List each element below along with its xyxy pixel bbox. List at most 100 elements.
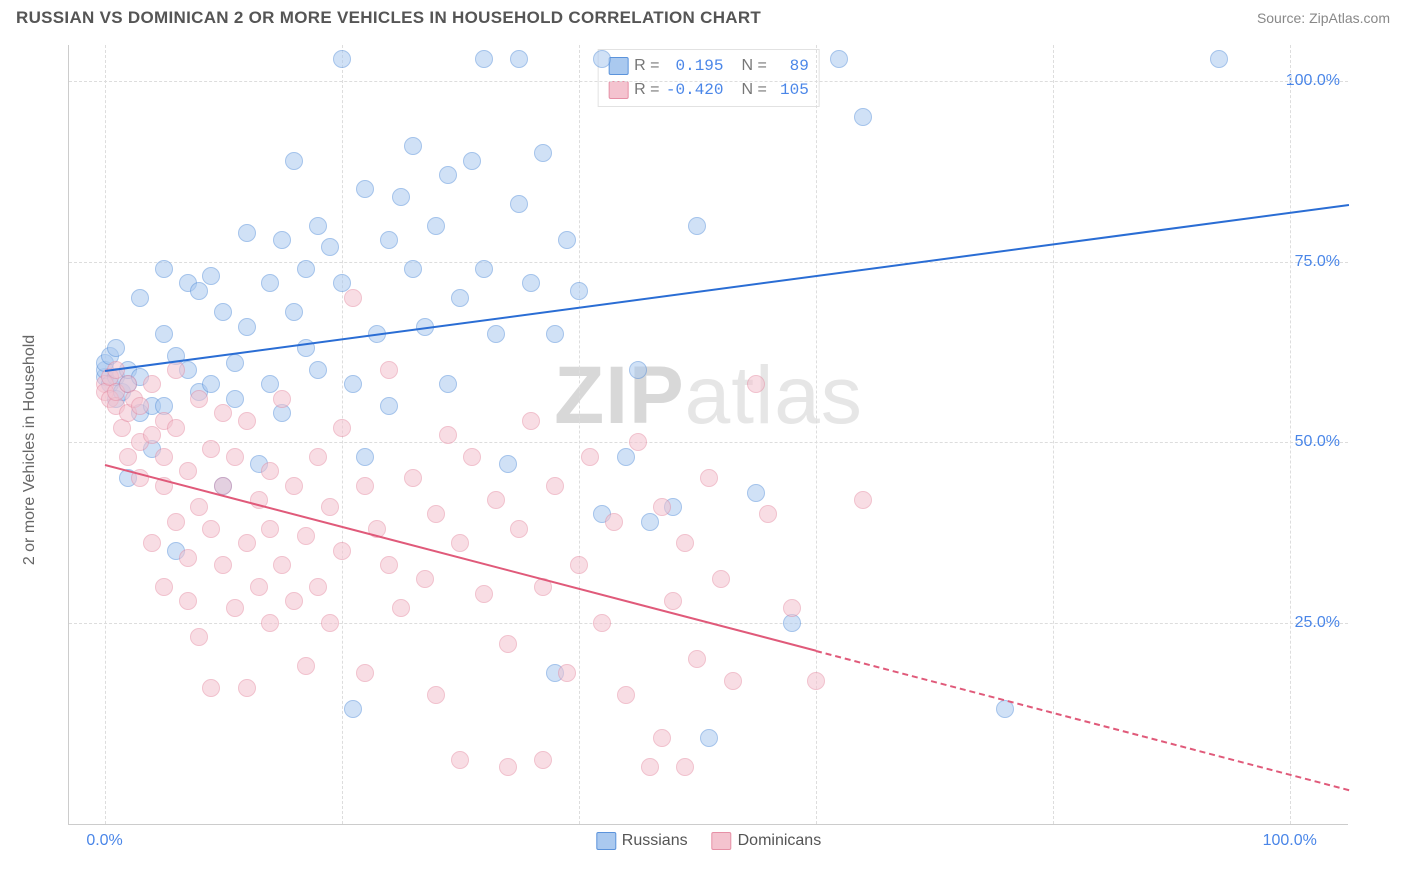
data-point: [439, 166, 457, 184]
data-point: [688, 650, 706, 668]
data-point: [510, 195, 528, 213]
data-point: [617, 686, 635, 704]
data-point: [700, 469, 718, 487]
data-point: [167, 513, 185, 531]
plot-area: ZIPatlas R =0.195N =89R =-0.420N =105 Ru…: [68, 45, 1348, 825]
data-point: [226, 448, 244, 466]
data-point: [285, 592, 303, 610]
data-point: [261, 614, 279, 632]
gridline-vertical: [105, 45, 106, 824]
data-point: [226, 354, 244, 372]
data-point: [190, 628, 208, 646]
data-point: [179, 462, 197, 480]
data-point: [214, 404, 232, 422]
data-point: [297, 260, 315, 278]
data-point: [285, 477, 303, 495]
data-point: [285, 303, 303, 321]
data-point: [202, 440, 220, 458]
y-axis-label: 2 or more Vehicles in Household: [21, 335, 39, 565]
data-point: [641, 513, 659, 531]
data-point: [167, 361, 185, 379]
data-point: [759, 505, 777, 523]
data-point: [712, 570, 730, 588]
data-point: [534, 144, 552, 162]
data-point: [190, 498, 208, 516]
data-point: [558, 664, 576, 682]
y-tick-label: 50.0%: [1295, 433, 1340, 451]
data-point: [570, 282, 588, 300]
data-point: [321, 238, 339, 256]
data-point: [830, 50, 848, 68]
x-tick-label: 0.0%: [86, 832, 122, 850]
data-point: [487, 325, 505, 343]
data-point: [285, 152, 303, 170]
data-point: [143, 375, 161, 393]
data-point: [522, 412, 540, 430]
data-point: [321, 614, 339, 632]
legend-swatch: [712, 832, 732, 850]
y-tick-label: 100.0%: [1286, 72, 1340, 90]
data-point: [653, 729, 671, 747]
data-point: [676, 758, 694, 776]
data-point: [155, 260, 173, 278]
data-point: [558, 231, 576, 249]
data-point: [570, 556, 588, 574]
data-point: [404, 137, 422, 155]
chart-container: 2 or more Vehicles in Household ZIPatlas…: [40, 45, 1390, 855]
data-point: [344, 289, 362, 307]
data-point: [309, 217, 327, 235]
data-point: [854, 491, 872, 509]
legend-item: Russians: [596, 832, 688, 850]
data-point: [510, 520, 528, 538]
data-point: [273, 556, 291, 574]
data-point: [499, 455, 517, 473]
legend-series: RussiansDominicans: [596, 832, 821, 850]
data-point: [344, 375, 362, 393]
data-point: [522, 274, 540, 292]
data-point: [238, 224, 256, 242]
data-point: [344, 700, 362, 718]
gridline-horizontal: [69, 81, 1348, 82]
stat-r-label: R =: [634, 54, 659, 78]
data-point: [439, 375, 457, 393]
data-point: [202, 520, 220, 538]
data-point: [155, 578, 173, 596]
x-tick-label: 100.0%: [1263, 832, 1317, 850]
data-point: [356, 180, 374, 198]
data-point: [427, 217, 445, 235]
header: RUSSIAN VS DOMINICAN 2 OR MORE VEHICLES …: [0, 0, 1406, 30]
data-point: [546, 477, 564, 495]
gridline-vertical: [816, 45, 817, 824]
data-point: [155, 448, 173, 466]
data-point: [783, 599, 801, 617]
data-point: [427, 686, 445, 704]
stat-n-label: N =: [742, 54, 767, 78]
data-point: [202, 267, 220, 285]
data-point: [451, 534, 469, 552]
stat-r-value: 0.195: [666, 54, 724, 78]
data-point: [392, 188, 410, 206]
data-point: [190, 282, 208, 300]
data-point: [427, 505, 445, 523]
data-point: [404, 469, 422, 487]
data-point: [250, 578, 268, 596]
data-point: [807, 672, 825, 690]
data-point: [499, 635, 517, 653]
data-point: [617, 448, 635, 466]
data-point: [167, 419, 185, 437]
data-point: [463, 152, 481, 170]
data-point: [463, 448, 481, 466]
data-point: [356, 664, 374, 682]
data-point: [238, 679, 256, 697]
gridline-vertical: [1290, 45, 1291, 824]
data-point: [593, 614, 611, 632]
legend-label: Russians: [622, 832, 688, 850]
data-point: [297, 527, 315, 545]
data-point: [226, 390, 244, 408]
data-point: [119, 448, 137, 466]
data-point: [238, 412, 256, 430]
data-point: [107, 339, 125, 357]
data-point: [333, 542, 351, 560]
data-point: [605, 513, 623, 531]
data-point: [380, 361, 398, 379]
